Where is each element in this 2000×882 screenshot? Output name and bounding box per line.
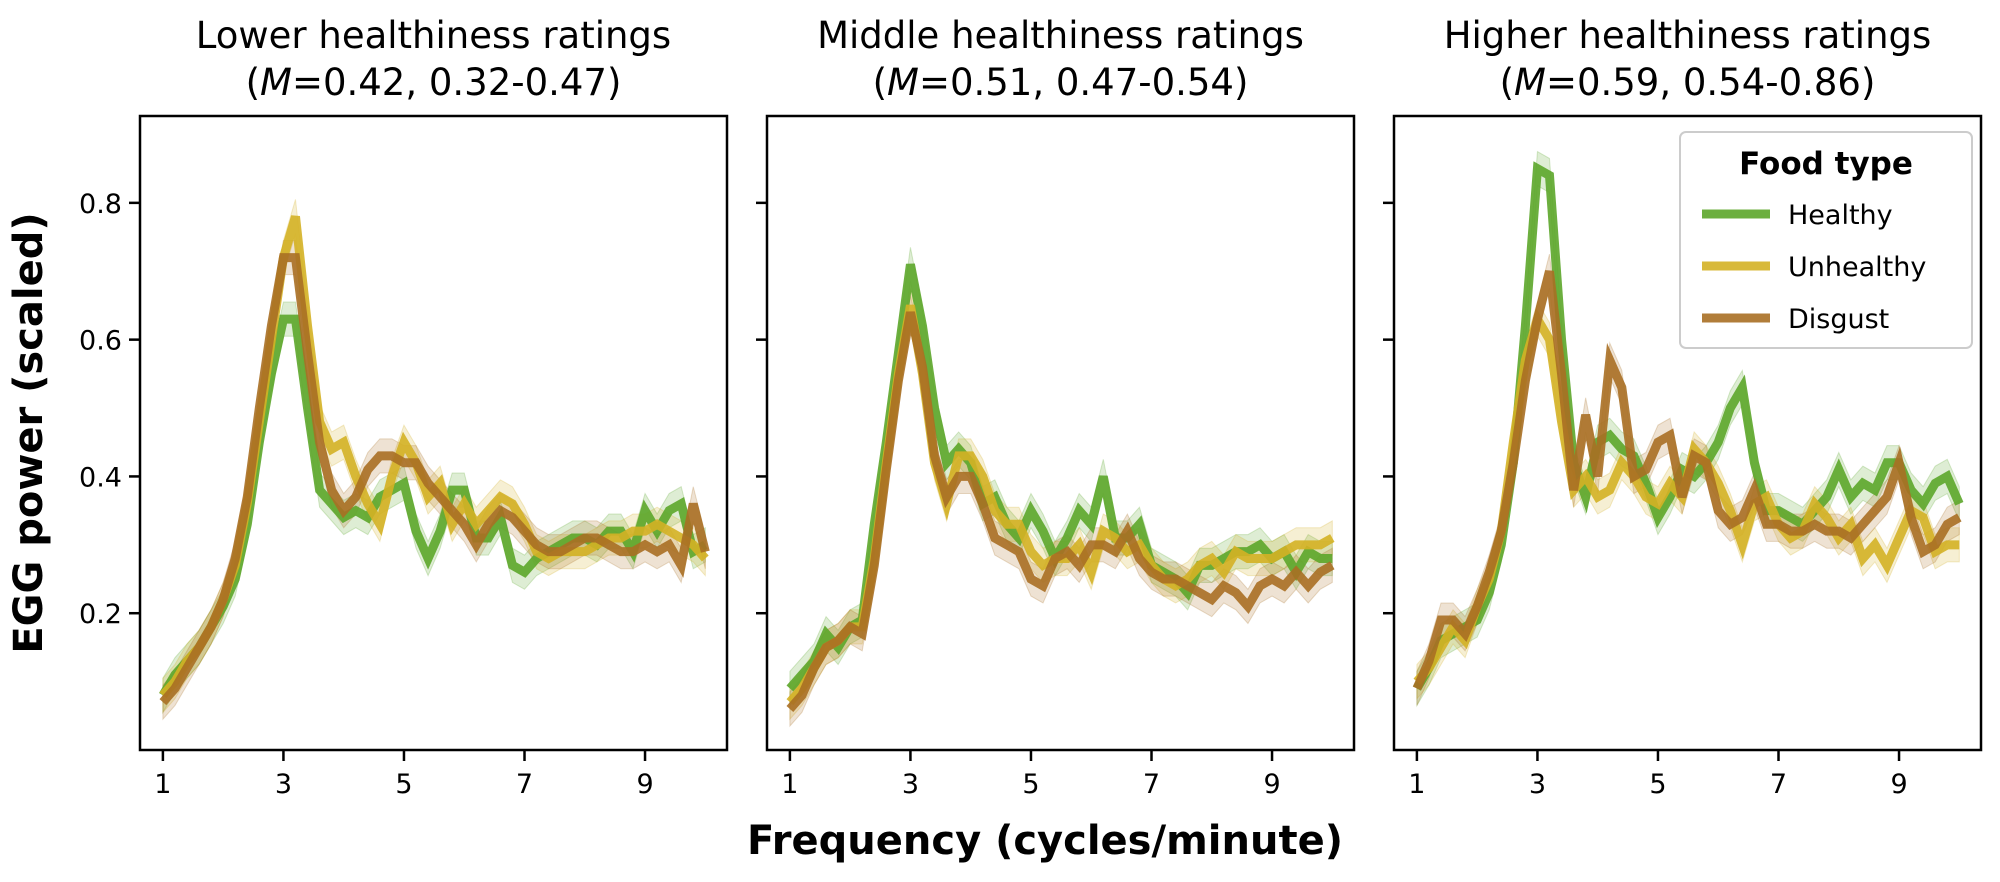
panel-subtitle: (M=0.51, 0.47-0.54) bbox=[873, 61, 1249, 104]
x-tick-label: 3 bbox=[275, 769, 292, 800]
legend-entry-disgust: Disgust bbox=[1788, 304, 1889, 335]
x-tick-label: 9 bbox=[1263, 769, 1280, 800]
ci-band-unhealthy bbox=[789, 288, 1333, 721]
ci-band-healthy bbox=[162, 301, 706, 715]
legend-box bbox=[1679, 131, 1973, 349]
y-tick-label: 0.4 bbox=[79, 462, 122, 493]
y-tick-label: 0.8 bbox=[79, 189, 122, 220]
mean-label: M bbox=[887, 61, 919, 104]
series-line-healthy bbox=[786, 263, 1333, 692]
x-tick-label: 1 bbox=[154, 769, 171, 800]
axes-frame bbox=[765, 114, 1356, 752]
ci-band-unhealthy bbox=[1416, 300, 1960, 701]
x-tick-label: 5 bbox=[1649, 769, 1666, 800]
x-tick-label: 3 bbox=[902, 769, 919, 800]
ci-band-unhealthy bbox=[162, 199, 706, 714]
mean-label: M bbox=[1514, 61, 1546, 104]
x-tick-label: 1 bbox=[1408, 769, 1425, 800]
panel-subtitle: (M=0.59, 0.54-0.86) bbox=[1500, 61, 1876, 104]
x-tick-label: 9 bbox=[636, 769, 653, 800]
legend-entry-unhealthy: Unhealthy bbox=[1788, 252, 1926, 283]
x-tick-label: 7 bbox=[1143, 769, 1160, 800]
ci-band-healthy bbox=[789, 247, 1333, 707]
legend: Food type Healthy Unhealthy Disgust bbox=[1679, 131, 1973, 349]
series-line-unhealthy bbox=[159, 215, 709, 699]
panel-3: Higher healthiness ratings(M=0.59, 0.54-… bbox=[1383, 14, 1983, 800]
panel-title: Middle healthiness ratings bbox=[817, 14, 1304, 57]
ci-band-disgust bbox=[789, 295, 1333, 728]
x-tick-label: 1 bbox=[781, 769, 798, 800]
x-tick-label: 5 bbox=[395, 769, 412, 800]
axes-frame bbox=[138, 114, 729, 752]
x-axis-label: Frequency (cycles/minute) bbox=[747, 818, 1343, 864]
x-tick-label: 9 bbox=[1890, 769, 1907, 800]
mean-range: =0.51, 0.47-0.54) bbox=[919, 61, 1248, 104]
panel-2: Middle healthiness ratings(M=0.51, 0.47-… bbox=[756, 14, 1356, 800]
mean-range: =0.42, 0.32-0.47) bbox=[292, 61, 621, 104]
x-tick-label: 3 bbox=[1529, 769, 1546, 800]
y-axis-label: EGG power (scaled) bbox=[6, 212, 52, 653]
y-tick-label: 0.2 bbox=[79, 599, 122, 630]
y-tick-label: 0.6 bbox=[79, 326, 122, 357]
ci-band-disgust bbox=[162, 239, 706, 721]
x-tick-label: 7 bbox=[516, 769, 533, 800]
legend-entry-healthy: Healthy bbox=[1788, 200, 1893, 231]
series-line-unhealthy bbox=[786, 304, 1335, 706]
mean-range: =0.59, 0.54-0.86) bbox=[1546, 61, 1875, 104]
x-tick-label: 7 bbox=[1770, 769, 1787, 800]
legend-title: Food type bbox=[1739, 146, 1913, 182]
series-line-disgust bbox=[159, 253, 710, 706]
panel-title: Lower healthiness ratings bbox=[196, 14, 671, 57]
mean-label: M bbox=[260, 61, 292, 104]
series-line-disgust bbox=[1412, 270, 1962, 691]
axes-frame bbox=[1392, 114, 1983, 752]
panel-subtitle: (M=0.42, 0.32-0.47) bbox=[246, 61, 622, 104]
x-tick-label: 5 bbox=[1022, 769, 1039, 800]
panel-1: Lower healthiness ratings(M=0.42, 0.32-0… bbox=[79, 14, 729, 800]
series-line-disgust bbox=[786, 311, 1335, 712]
panel-title: Higher healthiness ratings bbox=[1444, 14, 1932, 57]
